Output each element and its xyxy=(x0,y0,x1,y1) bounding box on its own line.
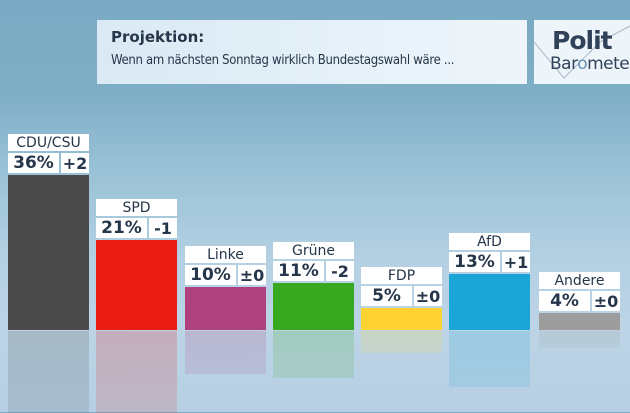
change-label-andere: ±0 xyxy=(592,291,620,311)
change-label-gruene: -2 xyxy=(326,261,354,281)
logo-text-polit: Polit xyxy=(552,26,613,55)
header-panel: Projektion: Wenn am nächsten Sonntag wir… xyxy=(97,20,527,84)
bar-spd xyxy=(96,240,177,330)
bar-afd xyxy=(449,274,530,330)
category-label-gruene: Grüne xyxy=(273,242,354,259)
value-label-gruene: 11% xyxy=(273,261,324,281)
bar-reflection-fdp xyxy=(361,331,442,353)
value-label-afd: 13% xyxy=(449,252,500,272)
category-label-cdu-csu: CDU/CSU xyxy=(8,134,89,151)
category-label-fdp: FDP xyxy=(361,267,442,284)
logo-checkmark-icon xyxy=(534,25,630,79)
value-label-linke: 10% xyxy=(185,265,236,285)
bar-fdp xyxy=(361,308,442,330)
logo-part-a: Bar xyxy=(550,54,578,74)
change-label-fdp: ±0 xyxy=(414,286,442,306)
category-label-andere: Andere xyxy=(539,272,620,289)
bar-gruene xyxy=(273,283,354,330)
bar-cdu-csu xyxy=(8,175,89,330)
category-label-linke: Linke xyxy=(185,246,266,263)
politbarometer-logo: Polit Baromete xyxy=(534,20,630,84)
logo-part-o: o xyxy=(577,54,588,74)
logo-text-barometer: Baromete xyxy=(550,54,630,74)
bar-reflection-linke xyxy=(185,331,266,374)
bar-linke xyxy=(185,287,266,330)
change-label-spd: -1 xyxy=(149,218,177,238)
category-label-afd: AfD xyxy=(449,233,530,250)
value-label-fdp: 5% xyxy=(361,286,412,306)
change-label-afd: +1 xyxy=(502,252,530,272)
bar-reflection-afd xyxy=(449,331,530,387)
bar-reflection-spd xyxy=(96,331,177,413)
bar-andere xyxy=(539,313,620,330)
bar-reflection-cdu-csu xyxy=(8,331,89,413)
header-subtitle: Wenn am nächsten Sonntag wirklich Bundes… xyxy=(111,53,455,68)
logo-part-b: mete xyxy=(587,54,630,74)
bar-reflection-andere xyxy=(539,331,620,348)
bar-reflection-gruene xyxy=(273,331,354,378)
header-title: Projektion: xyxy=(111,28,205,46)
change-label-cdu-csu: +2 xyxy=(61,153,89,173)
category-label-spd: SPD xyxy=(96,199,177,216)
value-label-andere: 4% xyxy=(539,291,590,311)
change-label-linke: ±0 xyxy=(238,265,266,285)
value-label-cdu-csu: 36% xyxy=(8,153,59,173)
value-label-spd: 21% xyxy=(96,218,147,238)
